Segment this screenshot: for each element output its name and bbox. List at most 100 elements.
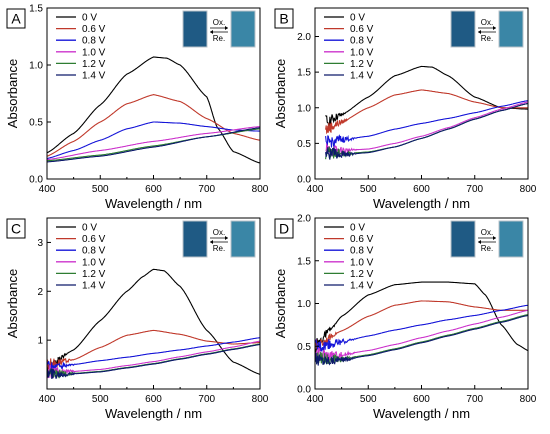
series-line-08v [315, 304, 528, 353]
film-reduced-photo [182, 220, 208, 258]
legend-label: 0.6 V [350, 24, 374, 35]
legend-label: 1.2 V [350, 269, 374, 280]
legend-label: 1.0 V [82, 257, 106, 268]
y-tick-label: 0.5 [29, 118, 43, 129]
y-tick-label: 1.0 [297, 103, 311, 114]
legend-label: 1.0 V [350, 47, 374, 58]
panel-letter-box [6, 218, 26, 239]
legend-label: 1.2 V [82, 59, 106, 70]
series-line-10v [325, 101, 528, 157]
legend-label: 0.8 V [350, 246, 374, 257]
x-tick-label: 600 [145, 184, 162, 195]
film-oxidized-photo [498, 220, 524, 258]
series-line-0v [47, 268, 260, 375]
right-arrow-head-icon [493, 26, 496, 30]
legend-label: 0.6 V [82, 24, 106, 35]
x-tick-label: 600 [145, 394, 162, 405]
series-line-10v [47, 340, 260, 379]
film-oxidized-photo [498, 10, 524, 48]
plot-frame [46, 7, 261, 180]
x-axis-title: Wavelength / nm [373, 196, 470, 211]
series-group [47, 56, 260, 164]
panel-d: 400 500 600 700 800 0.0 0.5 1.0 1.5 2.0 Wavelength… [273, 214, 537, 422]
left-arrow-head-icon [210, 30, 213, 34]
x-tick-label: 600 [413, 394, 430, 405]
series-line-0v [325, 65, 528, 130]
right-arrow-head-icon [225, 236, 228, 240]
y-tick-label: 1.5 [297, 256, 311, 267]
x-tick-label: 500 [360, 184, 377, 195]
series-line-0v [47, 56, 260, 164]
reduction-label: Re. [481, 244, 493, 253]
y-tick-label: 2.0 [297, 214, 311, 225]
y-tick-label: 0.0 [29, 175, 43, 186]
series-line-06v [315, 300, 528, 351]
right-arrow-head-icon [225, 26, 228, 30]
legend-label: 0 V [82, 13, 97, 24]
series-line-08v [47, 121, 260, 160]
x-tick-label: 800 [520, 394, 537, 405]
photo-inset: Ox. Re. [182, 220, 256, 258]
plot-frame [314, 217, 529, 390]
oxidation-label: Ox. [213, 228, 225, 237]
legend: 0 V0.6 V0.8 V1.0 V1.2 V1.4 V [56, 223, 106, 292]
x-tick-label: 400 [307, 394, 324, 405]
series-group [47, 268, 260, 380]
panel-letter-box [6, 8, 26, 29]
reduction-label: Re. [213, 34, 225, 43]
y-tick-label: 0.0 [297, 175, 311, 186]
x-tick-label: 400 [39, 394, 56, 405]
film-reduced-photo [450, 10, 476, 48]
photo-inset: Ox. Re. [450, 10, 524, 48]
series-line-10v [47, 126, 260, 161]
series-line-12v [315, 314, 528, 365]
legend-label: 1.2 V [350, 59, 374, 70]
x-tick-label: 700 [466, 184, 483, 195]
y-axis-title: Absorbance [5, 59, 20, 128]
series-group [315, 281, 528, 366]
panel-letter: C [11, 221, 21, 237]
panel-letter: D [279, 221, 289, 237]
panel-c: 400 500 600 700 800 1 2 3 Wavelength / nm Absorba… [5, 217, 269, 421]
legend-label: 1.4 V [82, 71, 106, 82]
x-axis-title: Wavelength / nm [105, 196, 202, 211]
film-oxidized-photo [230, 10, 256, 48]
series-line-0v [315, 281, 528, 353]
y-tick-label: 3 [37, 238, 43, 249]
film-reduced-photo [450, 220, 476, 258]
photo-inset: Ox. Re. [450, 220, 524, 258]
legend-label: 1.4 V [350, 281, 374, 292]
y-tick-label: 0.0 [297, 385, 311, 396]
y-tick-label: 0.5 [297, 342, 311, 353]
oxidation-label: Ox. [481, 18, 493, 27]
panel-letter-box [274, 218, 294, 239]
legend-label: 0.8 V [82, 246, 106, 257]
x-tick-label: 500 [92, 184, 109, 195]
left-arrow-head-icon [210, 240, 213, 244]
y-tick-label: 1.5 [29, 4, 43, 15]
legend-label: 1.4 V [82, 281, 106, 292]
y-axis-title: Absorbance [273, 59, 288, 128]
y-tick-label: 0.5 [297, 139, 311, 150]
photo-inset: Ox. Re. [182, 10, 256, 48]
legend-label: 0.8 V [82, 36, 106, 47]
series-line-06v [325, 89, 528, 135]
x-tick-label: 800 [252, 184, 269, 195]
legend: 0 V0.6 V0.8 V1.0 V1.2 V1.4 V [56, 13, 106, 82]
x-axis-title: Wavelength / nm [105, 406, 202, 421]
legend-label: 0.8 V [350, 36, 374, 47]
x-tick-label: 700 [466, 394, 483, 405]
x-tick-label: 800 [252, 394, 269, 405]
y-tick-label: 2 [37, 287, 43, 298]
x-axis-title: Wavelength / nm [373, 406, 470, 421]
y-tick-label: 1.0 [29, 61, 43, 72]
right-arrow-head-icon [493, 236, 496, 240]
oxidation-label: Ox. [213, 18, 225, 27]
legend: 0 V0.6 V0.8 V1.0 V1.2 V1.4 V [324, 223, 374, 292]
reduction-label: Re. [213, 244, 225, 253]
y-tick-label: 1 [37, 336, 43, 347]
legend-label: 1.4 V [350, 71, 374, 82]
legend-label: 0.6 V [82, 234, 106, 245]
x-tick-label: 500 [360, 394, 377, 405]
